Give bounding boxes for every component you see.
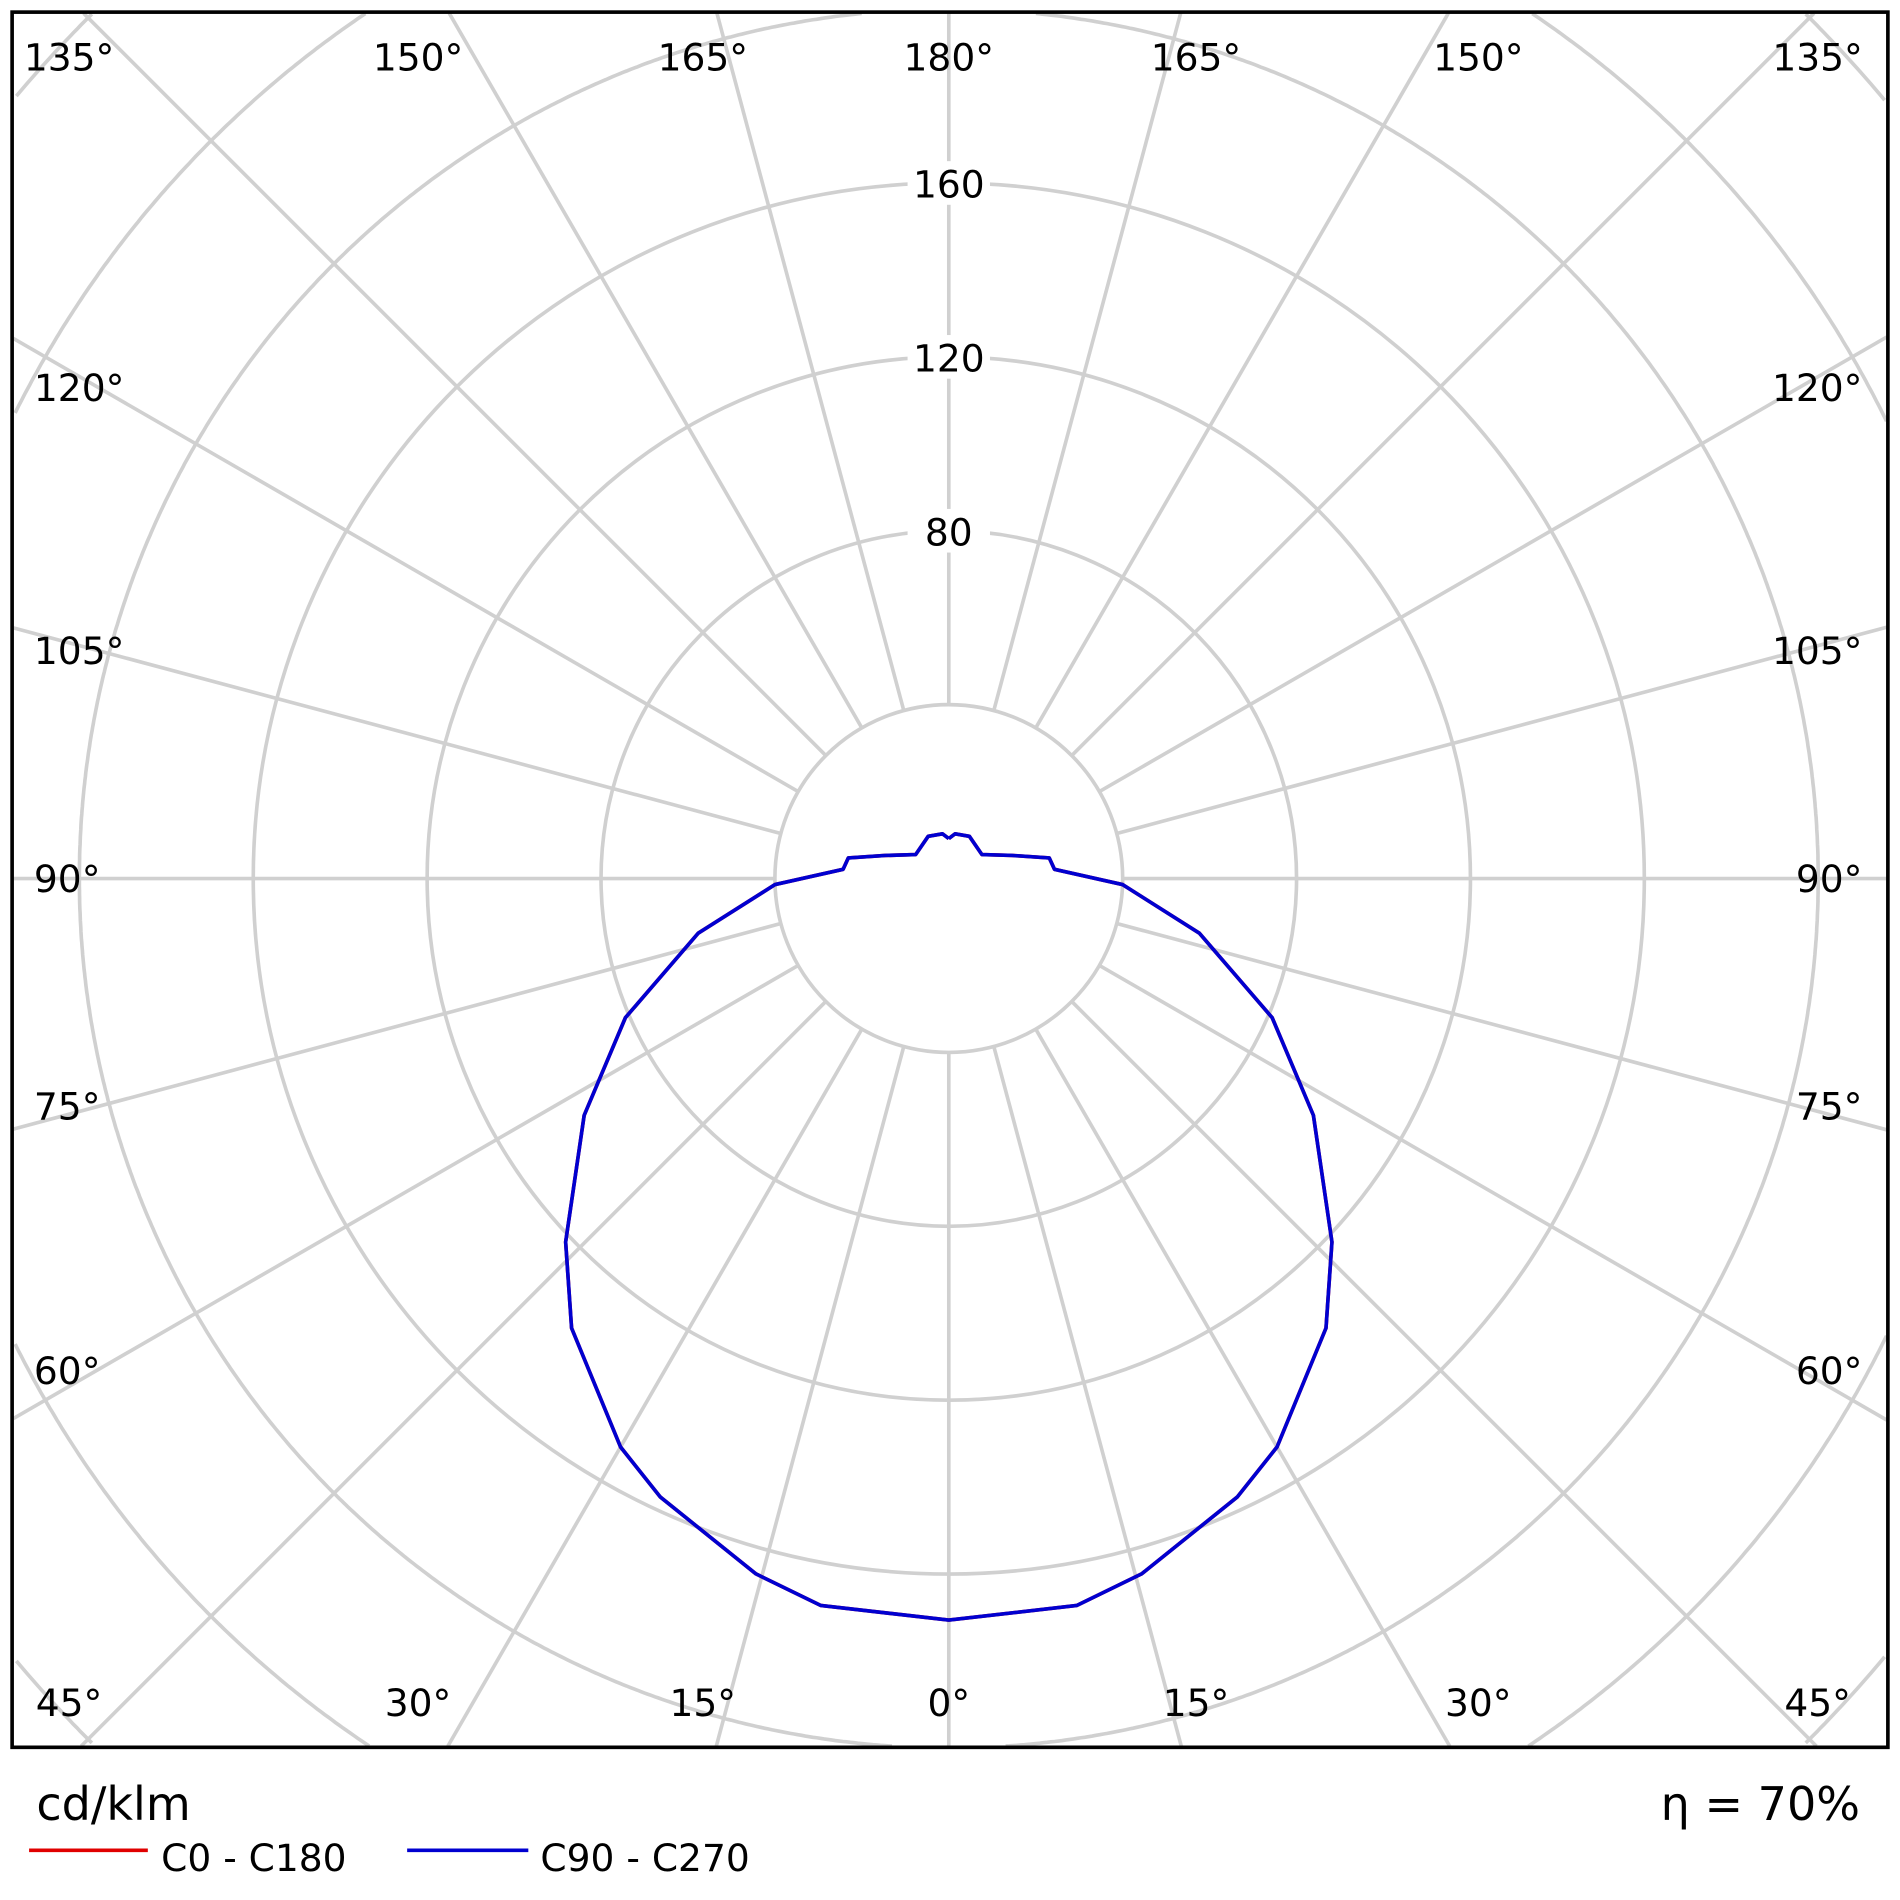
radial-gridline <box>12 626 782 836</box>
angle-label: 150° <box>373 35 463 79</box>
radial-gridline <box>1098 335 1888 794</box>
angle-label: 120° <box>1772 366 1862 410</box>
angle-label: 15° <box>670 1681 737 1725</box>
radial-gridline <box>715 12 906 712</box>
radial-gridline <box>12 963 800 1421</box>
angle-label: 90° <box>1796 857 1863 901</box>
angle-label: 60° <box>34 1349 101 1393</box>
radial-gridline <box>1034 1028 1452 1748</box>
tick-label-bg <box>907 161 990 205</box>
angle-label: 30° <box>385 1681 452 1725</box>
axis-labels: 80 120 160 135° 150° 165° 180° 165° 150° 135° 45° 3… <box>24 35 1863 1725</box>
legend-label-c0-c180: C0 - C180 <box>161 1836 346 1880</box>
angle-label: 105° <box>1772 629 1862 673</box>
angle-label: 180° <box>904 35 994 79</box>
angle-label: 30° <box>1445 1681 1512 1725</box>
tick-label-bg <box>907 508 990 553</box>
ring-gridline <box>14 12 1887 1745</box>
radial-gridline <box>1116 625 1888 836</box>
radial-gridline <box>447 12 864 729</box>
radial-tick-label: 120 <box>913 336 985 380</box>
angle-label: 150° <box>1433 35 1523 79</box>
angle-label: 45° <box>36 1681 103 1725</box>
ring-gridline <box>13 12 1889 1748</box>
radial-tick-label: 160 <box>913 163 985 207</box>
ring-gridline <box>77 11 1821 1748</box>
angle-label: 45° <box>1784 1681 1851 1725</box>
angle-label: 75° <box>1796 1085 1863 1129</box>
unit-label: cd/klm <box>36 1777 190 1831</box>
radial-gridline <box>446 1028 864 1748</box>
radial-gridline <box>12 921 782 1131</box>
radial-gridline <box>992 12 1183 712</box>
angle-label: 135° <box>1772 35 1862 79</box>
angle-label: 0° <box>927 1681 970 1725</box>
radial-gridline <box>1098 963 1888 1422</box>
angle-label: 120° <box>34 366 124 410</box>
series-curve-1 <box>563 831 1334 1622</box>
radial-tick-label: 80 <box>925 510 973 554</box>
angle-label: 165° <box>658 35 748 79</box>
angle-label: 105° <box>34 629 124 673</box>
angle-label: 75° <box>34 1085 101 1129</box>
tick-label-bg <box>907 335 990 379</box>
angle-label: 90° <box>34 857 101 901</box>
ring-gridline <box>773 702 1125 1055</box>
efficiency-label: η = 70% <box>1661 1777 1860 1831</box>
radial-gridline <box>1116 921 1888 1132</box>
legend: C0 - C180 C90 - C270 <box>29 1836 750 1880</box>
plot-frame <box>10 10 1890 1750</box>
angle-label: 165° <box>1151 35 1241 79</box>
curves <box>563 831 1334 1622</box>
radial-gridline <box>12 336 800 794</box>
radial-gridline <box>1034 12 1450 729</box>
legend-label-c90-c270: C90 - C270 <box>540 1836 749 1880</box>
angle-label: 60° <box>1796 1349 1863 1393</box>
angle-label: 135° <box>24 35 114 79</box>
radial-gridline <box>714 1045 906 1747</box>
radial-gridline <box>992 1045 1184 1747</box>
angle-label: 15° <box>1163 1681 1230 1725</box>
